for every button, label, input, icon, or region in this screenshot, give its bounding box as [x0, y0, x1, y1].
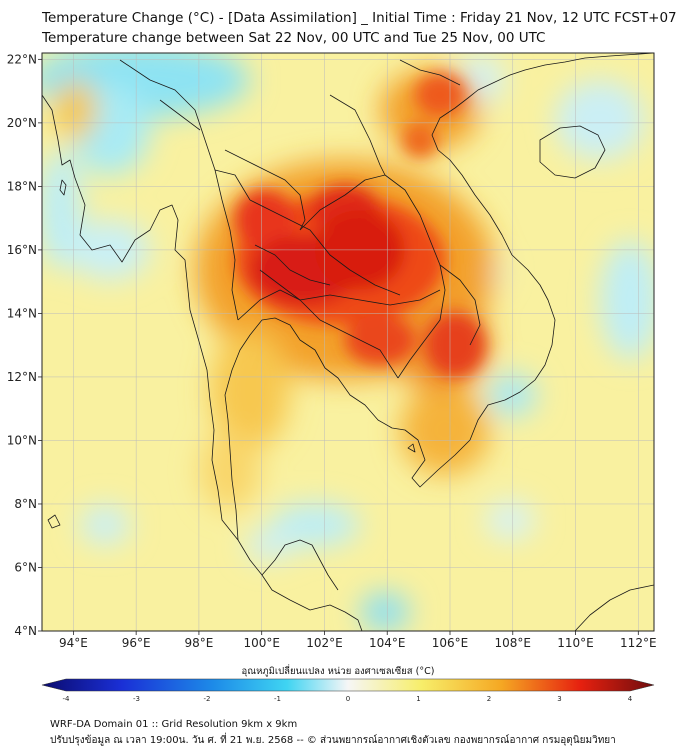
colorbar-tick-label: 3 — [557, 695, 561, 703]
lat-tick-label: 14°N — [7, 306, 37, 320]
colorbar-label: อุณหภูมิเปลี่ยนแปลง หน่วย องศาเซลเซียส (… — [241, 666, 435, 677]
colorbar-tick-label: -3 — [133, 695, 140, 703]
latitude-axis: 22°N 20°N 18°N 16°N 14°N 12°N 10°N 8°N 6°N 4°N — [7, 52, 42, 638]
lon-tick-label: 100°E — [243, 636, 280, 650]
colorbar-tick-label: 0 — [346, 695, 350, 703]
map-title: Temperature Change (°C) - [Data Assimila… — [42, 10, 676, 26]
lat-tick-label: 22°N — [7, 52, 37, 66]
colorbar-tick-label: -1 — [274, 695, 281, 703]
footer-credit: ปรับปรุงข้อมูล ณ เวลา 19:00น. วัน ศ. ที่… — [50, 735, 616, 746]
longitude-axis: 94°E 96°E 98°E 100°E 102°E 104°E 106°E 108°E 110… — [59, 631, 657, 650]
map-frame — [41, 52, 655, 632]
lon-tick-label: 98°E — [184, 636, 213, 650]
lon-tick-label: 94°E — [59, 636, 88, 650]
colorbar-tick-label: -2 — [204, 695, 211, 703]
colorbar-tick-label: 1 — [416, 695, 420, 703]
colorbar: -4 -3 -2 -1 0 1 2 3 4 — [41, 678, 655, 703]
colorbar-tick-label: 2 — [487, 695, 491, 703]
colorbar-gradient — [41, 678, 655, 692]
colorbar-tick-label: -4 — [63, 695, 71, 703]
colorbar-tick-label: 4 — [628, 695, 633, 703]
lon-tick-label: 112°E — [620, 636, 657, 650]
lon-tick-label: 106°E — [432, 636, 469, 650]
map-gridlines — [42, 53, 654, 632]
coastlines-and-borders — [42, 53, 654, 631]
colorbar-ticks: -4 -3 -2 -1 0 1 2 3 4 — [63, 695, 633, 703]
temperature-field — [42, 53, 654, 631]
lat-tick-label: 6°N — [14, 560, 37, 574]
lat-tick-label: 20°N — [7, 116, 37, 130]
lat-tick-label: 12°N — [7, 370, 37, 384]
lat-tick-label: 8°N — [14, 497, 37, 511]
lat-tick-label: 4°N — [14, 624, 37, 638]
footer-model-info: WRF-DA Domain 01 :: Grid Resolution 9km … — [50, 719, 298, 730]
lon-tick-label: 110°E — [557, 636, 594, 650]
lon-tick-label: 108°E — [495, 636, 532, 650]
lon-tick-label: 102°E — [306, 636, 343, 650]
lat-tick-label: 16°N — [7, 243, 37, 257]
lat-tick-label: 10°N — [7, 433, 37, 447]
lon-tick-label: 104°E — [369, 636, 406, 650]
lon-tick-label: 96°E — [122, 636, 151, 650]
lat-tick-label: 18°N — [7, 179, 37, 193]
map-subtitle: Temperature change between Sat 22 Nov, 0… — [42, 30, 546, 46]
